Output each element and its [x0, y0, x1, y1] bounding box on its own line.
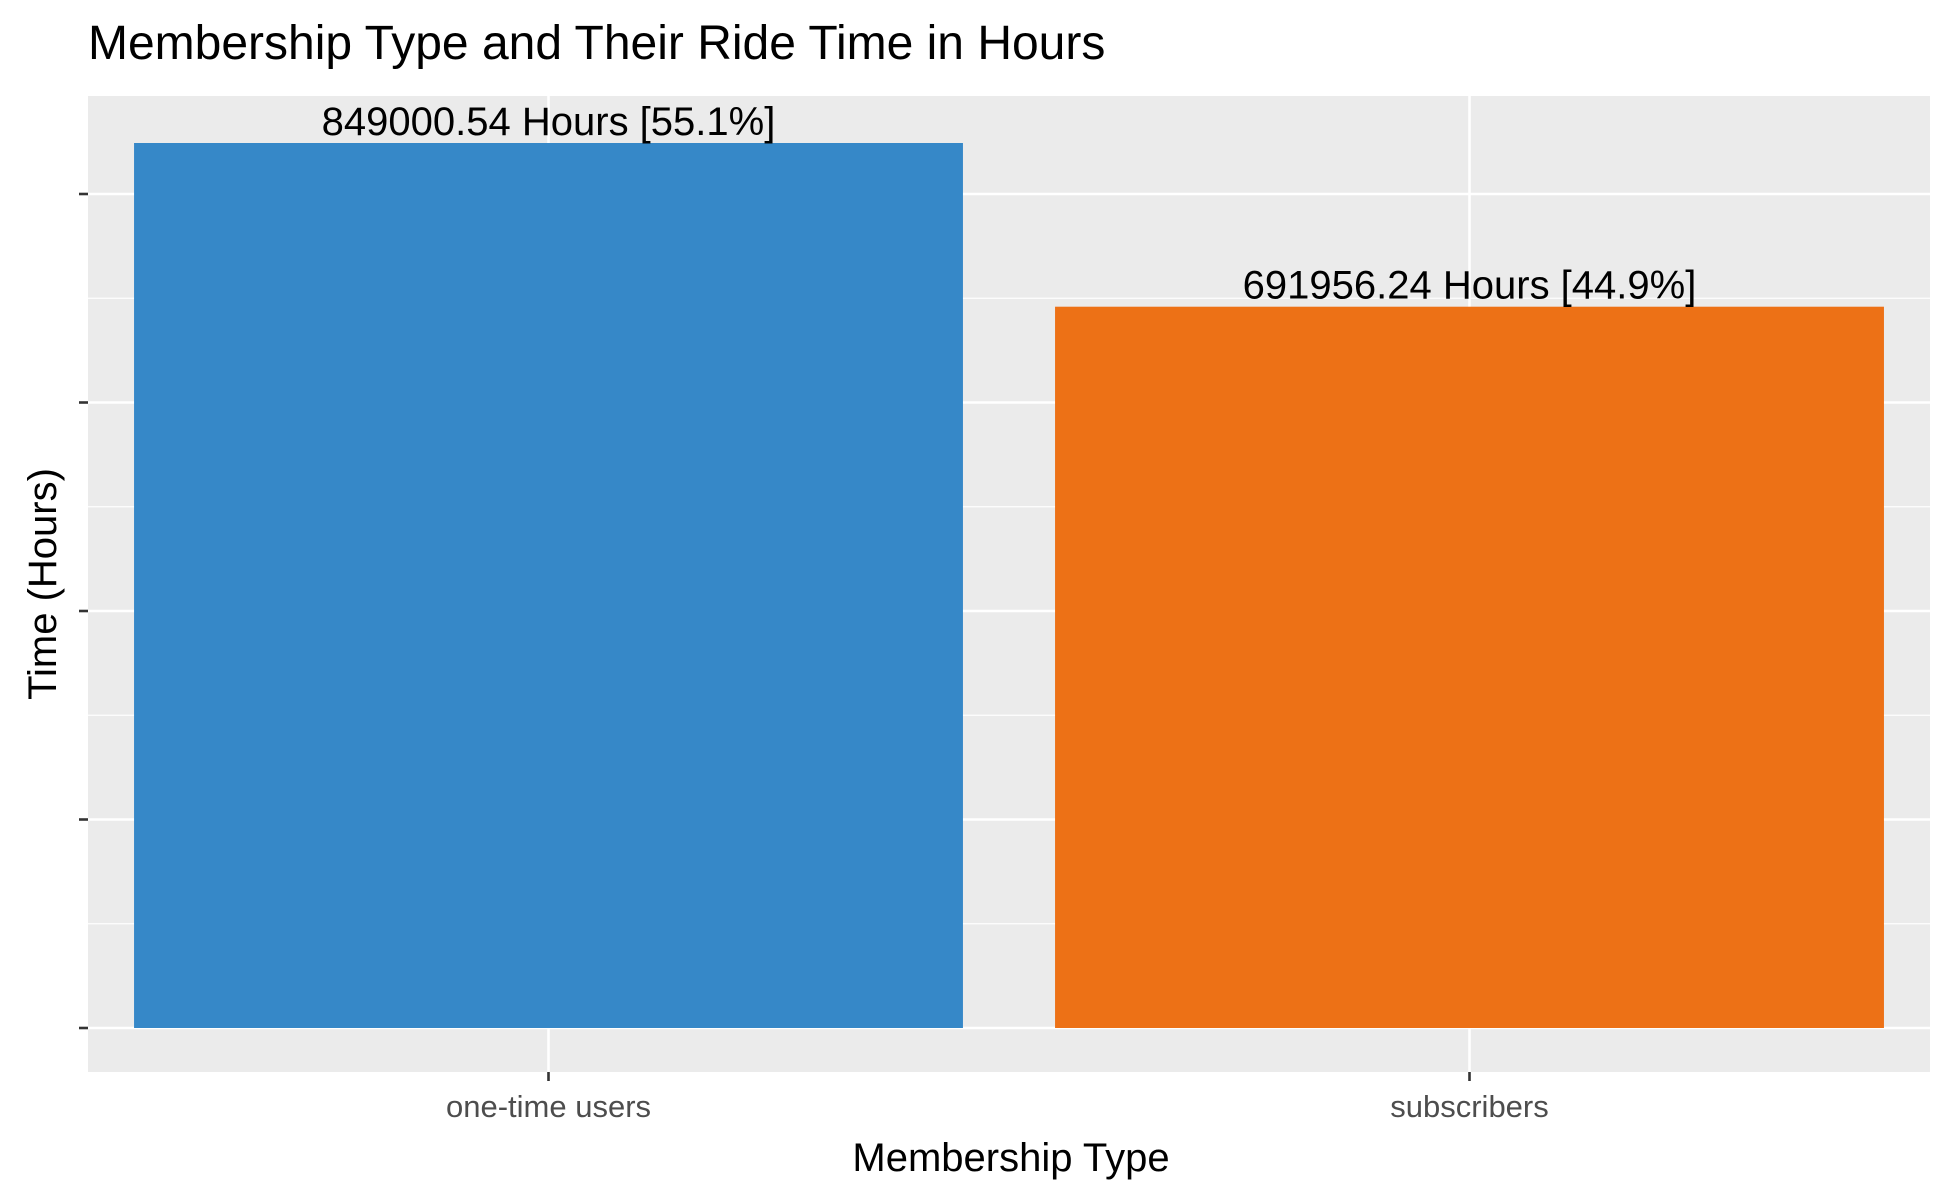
- axes: one-time users subscribers: [79, 192, 1549, 1124]
- bar-1: [1055, 306, 1884, 1028]
- y-axis-title: Time (Hours): [21, 468, 65, 700]
- x-tick-label: one-time users: [446, 1089, 651, 1124]
- bars: [134, 143, 1884, 1028]
- bar-0: [134, 143, 963, 1028]
- chart-title: Membership Type and Their Ride Time in H…: [88, 17, 1105, 70]
- data-labels: 849000.54 Hours [55.1%] 691956.24 Hours […: [322, 100, 1697, 308]
- x-axis-title: Membership Type: [852, 1136, 1169, 1180]
- x-tick-label: subscribers: [1390, 1089, 1549, 1124]
- bar-value-label: 849000.54 Hours [55.1%]: [322, 100, 776, 144]
- bar-value-label: 691956.24 Hours [44.9%]: [1243, 264, 1697, 308]
